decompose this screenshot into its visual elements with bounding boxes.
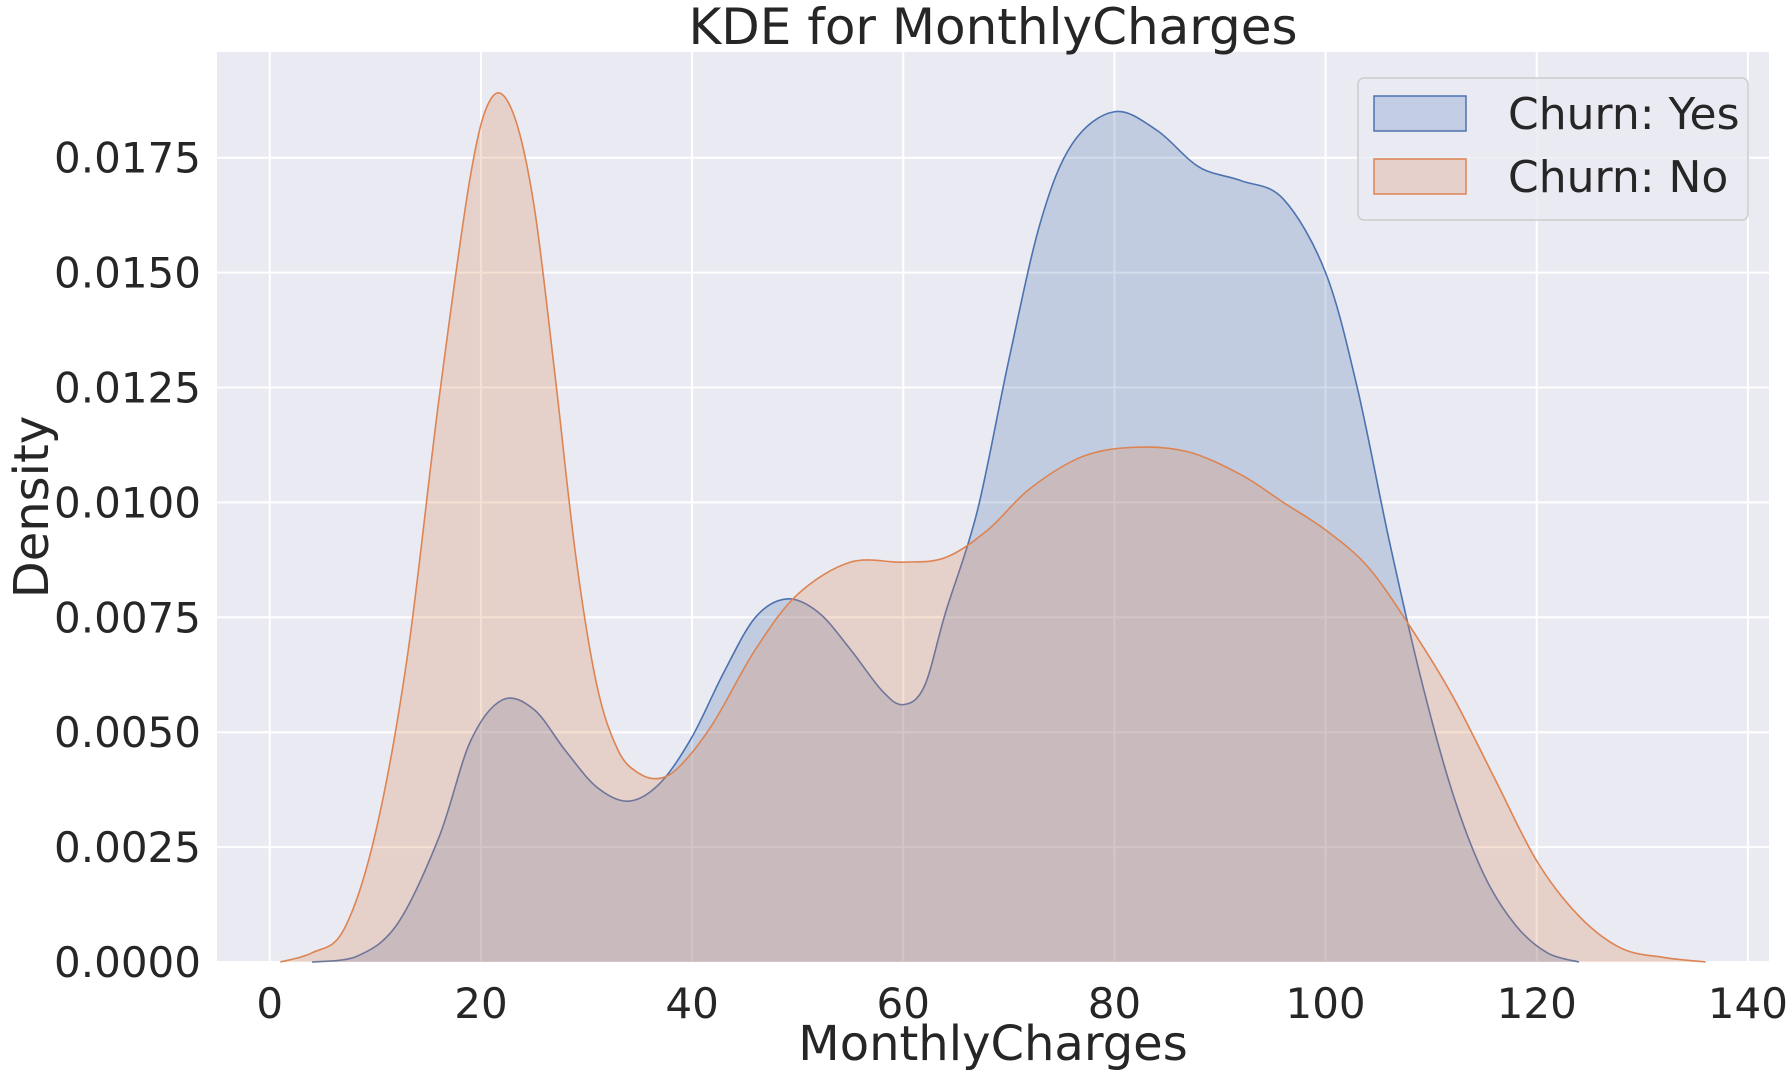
legend-swatch [1373,158,1467,195]
x-tick-label: 120 [1497,979,1577,1028]
churn-yes-line [311,110,1580,963]
y-tick-label: 0.0175 [54,134,201,183]
y-tick-label: 0.0150 [54,249,201,298]
legend-swatch [1373,95,1467,132]
chart-title: KDE for MonthlyCharges [688,0,1297,56]
y-axis-title: Density [4,416,60,598]
y-tick-label: 0.0050 [54,708,201,757]
y-tick-label: 0.0075 [54,593,201,642]
x-tick-label: 20 [454,979,507,1028]
y-tick-label: 0.0025 [54,823,201,872]
x-tick-label: 40 [665,979,718,1028]
legend: Churn: Yes Churn: No [1357,77,1749,221]
y-tick-label: 0.0125 [54,364,201,413]
churn-no-line [280,92,1706,963]
x-tick-label: 100 [1285,979,1365,1028]
y-tick-labels: 0.0000 0.0025 0.0050 0.0075 0.0100 0.0125 0.01… [54,134,201,987]
churn-no-area [280,92,1706,962]
x-tick-label: 0 [256,979,283,1028]
y-tick-label: 0.0100 [54,478,201,527]
legend-label: Churn: No [1508,152,1728,203]
x-tick-label: 140 [1708,979,1788,1028]
legend-frame [1357,77,1749,221]
x-tick-label: 60 [877,979,930,1028]
legend-label: Churn: Yes [1508,89,1740,140]
x-tick-label: 80 [1088,979,1141,1028]
x-axis-title: MonthlyCharges [798,1016,1187,1072]
churn-yes-area [312,111,1579,962]
y-tick-label: 0.0000 [54,938,201,987]
x-tick-labels: 0 20 40 60 80 100 120 140 [256,979,1788,1028]
series-layer [280,92,1706,963]
